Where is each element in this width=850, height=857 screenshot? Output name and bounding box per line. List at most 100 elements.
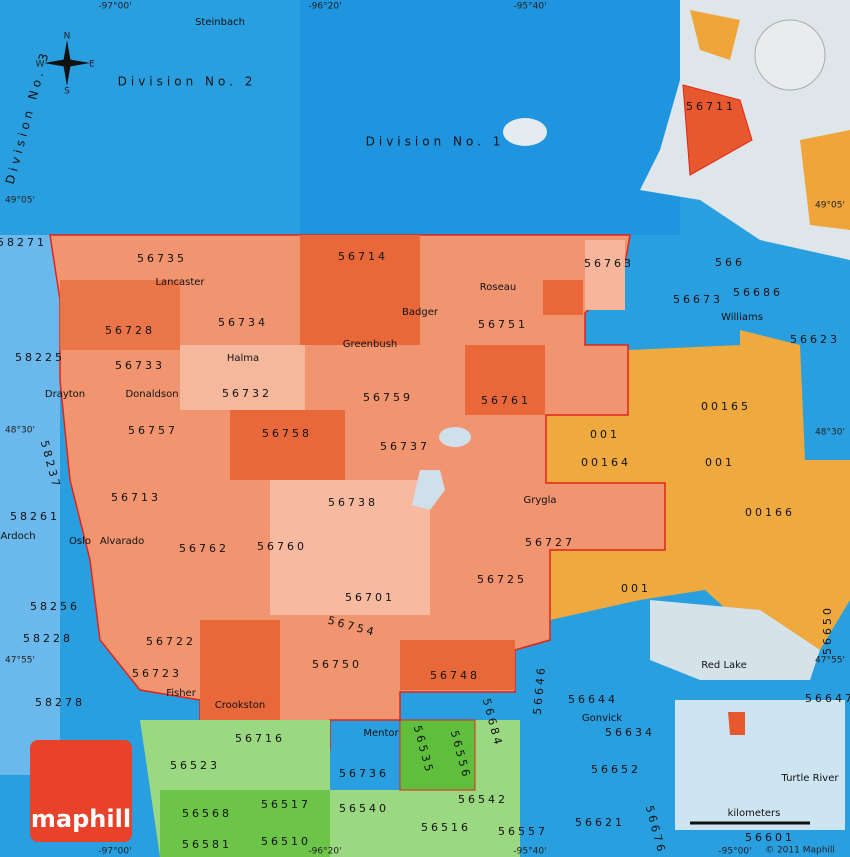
postal-code: 00164 [581, 456, 631, 469]
postal-code: 56750 [312, 658, 362, 671]
postal-code: 56713 [111, 491, 161, 504]
zip-area-56728 [60, 280, 180, 350]
postal-code: 56761 [481, 394, 531, 407]
postal-code: 56673 [673, 293, 723, 306]
postal-code: 56738 [328, 496, 378, 509]
postal-code: 56758 [262, 427, 312, 440]
zip-area-56738 [270, 480, 430, 615]
ontario-land [800, 130, 850, 230]
place-label: Lancaster [155, 277, 205, 288]
postal-code: 56644 [568, 693, 618, 706]
zip-area-56714 [300, 235, 420, 345]
coordinate-label: 47°55' [815, 656, 845, 666]
zip-area-56761 [465, 345, 545, 415]
zip-area-56748 [400, 640, 515, 690]
place-label: Steinbach [195, 17, 245, 28]
place-label: Crookston [215, 700, 266, 711]
postal-code: 001 [621, 582, 651, 595]
place-label: Mentor [363, 728, 399, 739]
compass-letter: W [36, 60, 45, 70]
postal-code: 566 [715, 256, 745, 269]
postal-code: 58256 [30, 600, 80, 613]
postal-code: 00165 [701, 400, 751, 413]
place-label: Grygla [523, 495, 556, 506]
place-label: Ardoch [0, 531, 35, 542]
division-1 [300, 0, 680, 235]
compass-letter: N [64, 32, 71, 42]
postal-code: 56757 [128, 424, 178, 437]
postal-code: 001 [705, 456, 735, 469]
lake [503, 118, 547, 146]
place-label: Fisher [166, 688, 197, 699]
postal-code: 56762 [179, 542, 229, 555]
postal-code: 56733 [115, 359, 165, 372]
locator-map [675, 700, 845, 830]
postal-code: 56725 [477, 573, 527, 586]
coordinate-label: 48°30' [815, 428, 845, 438]
postal-code: 56646 [531, 664, 548, 715]
postal-code: 56716 [235, 732, 285, 745]
zip-area-56535 [399, 719, 476, 791]
postal-code: 56760 [257, 540, 307, 553]
postal-code: 56734 [218, 316, 268, 329]
postal-code: 56736 [339, 767, 389, 780]
coordinate-label: -97°00' [98, 2, 131, 12]
postal-code: 56634 [605, 726, 655, 739]
postal-code: 56568 [182, 807, 232, 820]
north-dakota [0, 235, 60, 775]
ontario-land [690, 10, 740, 60]
postal-code: 56621 [575, 816, 625, 829]
place-label: Greenbush [343, 339, 398, 350]
coordinate-label: 49°05' [815, 201, 845, 211]
lake [412, 470, 445, 510]
scale-label: kilometers [728, 808, 781, 819]
postal-code: 56711 [686, 100, 736, 113]
postal-code: 56701 [345, 591, 395, 604]
postal-code: 56686 [733, 286, 783, 299]
place-label: Williams [721, 312, 763, 323]
compass-letter: E [89, 60, 95, 70]
compass-needle [44, 59, 90, 67]
locator-highlight [728, 712, 745, 735]
coordinate-label: -95°40' [513, 847, 546, 857]
zip-area [543, 280, 583, 315]
postal-code: 56647 [805, 692, 850, 705]
postal-code: 56510 [261, 835, 311, 848]
place-label: Gonvick [582, 713, 622, 724]
zip-area-56711 [682, 84, 753, 176]
postal-code: 58271 [0, 236, 47, 249]
postal-code: 56557 [498, 825, 548, 838]
coordinate-label: -95°40' [513, 2, 546, 12]
postal-code: 56516 [421, 821, 471, 834]
postal-code: 56581 [182, 838, 232, 851]
postal-code: 56623 [790, 333, 840, 346]
place-label: Donaldson [125, 389, 178, 400]
postal-code: 56517 [261, 798, 311, 811]
postal-code: 58278 [35, 696, 85, 709]
postal-code: 56722 [146, 635, 196, 648]
place-label: Alvarado [100, 536, 144, 547]
copyright: © 2011 Maphill [765, 846, 835, 856]
postal-code: 58261 [10, 510, 60, 523]
zip-area-yellow [546, 330, 850, 650]
postal-code: 00166 [745, 506, 795, 519]
postal-code: 56723 [132, 667, 182, 680]
place-label: Roseau [480, 282, 516, 293]
coordinate-label: 48°30' [5, 426, 35, 436]
coordinate-label: -95°00' [718, 847, 751, 857]
coordinate-label: -96°20' [308, 2, 341, 12]
compass-letter: S [64, 87, 70, 97]
zip-area-56732 [180, 345, 305, 410]
postal-code: 56727 [525, 536, 575, 549]
coordinate-label: -96°20' [308, 847, 341, 857]
postal-code: 56601 [745, 831, 795, 844]
postal-code: 56714 [338, 250, 388, 263]
postal-code: 58228 [23, 632, 73, 645]
coordinate-label: 49°05' [5, 196, 35, 206]
coordinate-label: -97°00' [98, 847, 131, 857]
postal-code: 56650 [821, 605, 834, 655]
postal-code: 56763 [584, 257, 634, 270]
place-label: Badger [402, 307, 439, 318]
zip-area-56763 [585, 240, 625, 310]
